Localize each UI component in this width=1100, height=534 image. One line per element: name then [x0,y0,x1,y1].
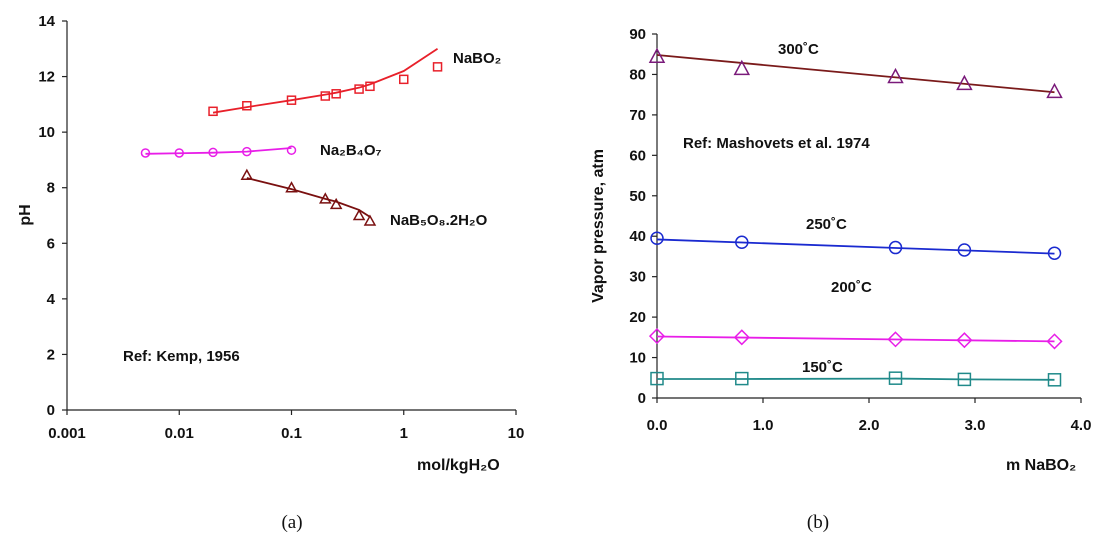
chart-b-ylabel: Vapor pressure, atm [590,149,607,303]
chart-a-point-0 [432,62,443,72]
chart-a-x-tick-label: 0.001 [48,425,86,442]
chart-b-point-3 [1047,373,1062,387]
chart-b-point-1 [1047,246,1062,260]
chart-b-xlabel: m NaBO₂ [1006,457,1076,474]
chart-a-point-1 [286,145,297,155]
chart-a-point-0 [331,89,341,99]
chart-b-y-tick-label: 50 [629,188,646,205]
chart-b-series-label-150c: 150˚C [802,359,843,376]
chart-b-x-tick-label: 3.0 [965,417,986,434]
chart-b-point-1 [957,243,972,257]
chart-a-y-tick-label: 4 [47,291,56,308]
chart-b-reference: Ref: Mashovets et al. 1974 [683,135,870,152]
chart-b-point-2 [1046,333,1063,350]
chart-a-reference: Ref: Kemp, 1956 [123,348,240,365]
chart-a-y-tick-label: 12 [38,69,55,86]
chart-a-y-tick-label: 8 [47,180,55,197]
chart-b-point-2 [648,328,666,345]
chart-a-xlabel: mol/kgH₂O [417,457,500,474]
chart-b-y-tick-label: 80 [629,66,646,83]
chart-b-caption: (b) [807,512,829,533]
chart-b-y-tick-label: 30 [629,269,646,286]
chart-b-point-3 [957,372,972,387]
chart-b-fit-line-1 [656,238,1055,255]
chart-b-series-label-200c: 200˚C [831,279,872,296]
chart-a-x-tick-label: 10 [508,425,525,442]
chart-a-point-0 [354,84,364,94]
chart-a-y-tick-label: 0 [47,402,55,419]
chart-b-point-0 [887,67,904,84]
chart-a-point-2 [240,168,254,180]
chart-a-point-2 [329,197,343,210]
chart-a-point-0 [242,100,252,111]
chart-b-series-label-250c: 250˚C [806,216,847,233]
chart-b-point-0 [648,47,666,63]
chart-b-y-tick-label: 40 [629,228,646,245]
chart-a-y-tick-label: 6 [47,235,55,252]
chart-a-ylabel: pH [17,204,34,225]
chart-b: 0.0 1.0 2.0 3.0 4.0 0 10 20 30 40 50 60 70 80 90 Vapor… [590,26,1091,533]
chart-a-point-2 [319,192,332,204]
chart-b-x-tick-label: 0.0 [647,417,668,434]
chart-b-fit-line-2 [656,335,1055,343]
chart-a-fit-line-2 [246,177,371,218]
chart-a-x-tick-label: 1 [400,425,408,442]
chart-a-y-tick-label: 14 [38,13,55,30]
chart-a-fit-line-1 [145,147,292,155]
chart-b-x-tick-label: 4.0 [1071,417,1092,434]
chart-b-point-1 [888,240,903,255]
chart-a-y-tick-label: 10 [38,124,55,141]
chart-a-point-2 [363,214,377,226]
chart-a-x-tick-label: 0.01 [165,425,194,442]
chart-a-fit-line-0 [212,48,439,114]
chart-b-point-1 [735,235,749,250]
chart-b-y-tick-label: 10 [629,350,646,367]
chart-b-y-tick-label: 70 [629,107,646,124]
chart-b-fit-line-3 [657,377,1055,381]
chart-b-point-3 [735,371,749,386]
chart-b-point-2 [887,331,904,348]
chart-b-x-tick-label: 2.0 [859,417,880,434]
chart-b-point-0 [1046,82,1063,99]
chart-b-series-label-300c: 300˚C [778,41,819,58]
chart-a-point-1 [242,146,252,157]
chart-a-caption: (a) [281,512,302,533]
chart-b-y-tick-label: 20 [629,309,646,326]
chart-b-point-2 [733,329,750,346]
chart-a-point-1 [140,148,151,158]
chart-a-x-tick-label: 0.1 [281,425,302,442]
chart-b-y-tick-label: 0 [638,390,646,407]
chart-b-x-tick-label: 1.0 [753,417,774,434]
chart-a-point-0 [365,81,375,92]
chart-b-point-3 [888,371,903,385]
chart-a-point-0 [208,106,218,117]
chart-a-point-0 [399,74,409,85]
chart-a-point-2 [352,208,366,221]
chart-b-point-0 [956,74,973,91]
chart-b-point-1 [650,231,664,245]
chart-a-y-tick-label: 2 [47,346,55,363]
chart-a-point-1 [174,148,184,158]
chart-a-point-0 [286,95,297,105]
chart-a-point-1 [208,147,218,158]
chart-b-point-0 [733,59,751,76]
chart-b-fit-line-0 [656,54,1055,94]
chart-a-series-label-nab5o8: NaB₅O₈.2H₂O [390,212,488,229]
chart-a-point-0 [320,91,331,101]
chart-a-series-label-na2b4o7: Na₂B₄O₇ [320,142,382,159]
chart-a-point-2 [285,181,298,193]
chart-b-point-2 [956,332,973,349]
chart-b-y-tick-label: 60 [629,147,646,164]
chart-b-point-3 [650,371,664,386]
chart-a-series-label-nabo2: NaBO₂ [453,50,501,67]
chart-b-y-tick-label: 90 [629,26,646,43]
